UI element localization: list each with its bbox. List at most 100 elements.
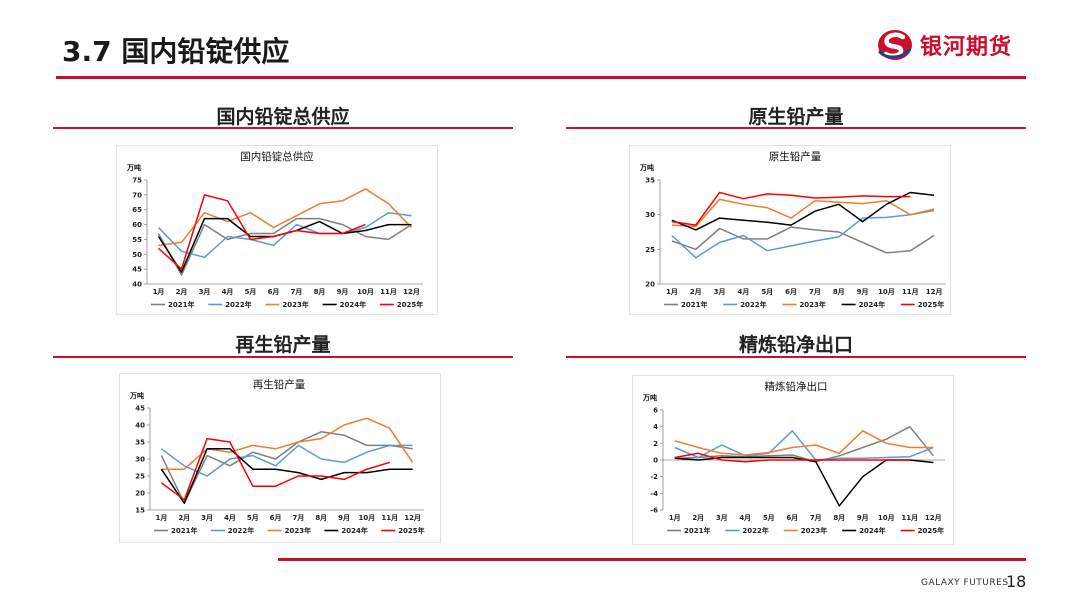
x-tick-label: 7月: [809, 288, 821, 296]
y-tick-label: 45: [135, 405, 145, 413]
chart-title: 国内铅锭总供应: [240, 150, 314, 163]
series-line-2021年: [160, 431, 413, 504]
chart-net-export: 精炼铅净出口 万吨 -6 -4 -2 0 2 4 6 1月 2月 3月 4月 5月 6月 7月 8月 9月 10月 1…: [633, 376, 953, 544]
series-line-2021年: [671, 226, 935, 254]
x-tick-label: 9月: [338, 514, 350, 522]
series-line-2021年: [157, 217, 412, 276]
series-line-2025年: [157, 194, 366, 270]
legend-label: 2024年: [340, 300, 366, 309]
series-line-2021年: [674, 425, 934, 463]
series-line-2025年: [160, 437, 391, 501]
section-title-total-supply: 国内铅锭总供应: [216, 106, 350, 128]
footer-divider: [278, 558, 1026, 561]
y-tick-label: 25: [135, 473, 145, 481]
legend-label: 2022年: [742, 526, 768, 535]
legend-label: 2023年: [282, 300, 308, 309]
x-tick-label: 12月: [925, 514, 942, 522]
x-tick-label: 7月: [810, 514, 822, 522]
y-tick-label: 45: [132, 266, 142, 274]
y-tick-label: -6: [650, 507, 658, 515]
chart-title: 再生铅产量: [253, 378, 306, 391]
legend-label: 2024年: [859, 526, 885, 535]
legend-label: 2021年: [171, 526, 197, 535]
legend-label: 2025年: [918, 300, 944, 309]
y-tick-label: 30: [645, 211, 655, 219]
legend-label: 2025年: [397, 300, 423, 309]
section-divider: [53, 356, 513, 358]
x-tick-label: 2月: [178, 514, 190, 522]
y-tick-label: 4: [653, 423, 658, 431]
y-axis-unit: 万吨: [639, 163, 654, 172]
x-tick-label: 7月: [291, 288, 303, 296]
y-tick-label: 65: [132, 206, 142, 214]
y-tick-label: 55: [132, 236, 142, 244]
x-tick-label: 4月: [222, 288, 234, 296]
y-tick-label: 60: [132, 221, 142, 229]
y-tick-label: 6: [653, 407, 658, 415]
legend-label: 2025年: [398, 526, 424, 535]
x-tick-label: 4月: [737, 288, 749, 296]
chart-title: 精炼铅净出口: [765, 380, 828, 393]
x-tick-label: 2月: [692, 514, 704, 522]
chart-secondary-lead: 再生铅产量 万吨 15 20 25 30 35 40 45 1月 2月 3月 4月 5月 6月 7月 8月 9月 1…: [120, 374, 440, 542]
legend-label: 2024年: [859, 300, 885, 309]
footer-brand: GALAXY FUTURES: [921, 578, 1009, 588]
y-axis-unit: 万吨: [642, 393, 657, 402]
legend-label: 2022年: [740, 300, 766, 309]
x-tick-label: 9月: [857, 288, 869, 296]
legend-label: 2023年: [801, 526, 827, 535]
series-line-2023年: [161, 417, 414, 470]
x-tick-label: 6月: [786, 514, 798, 522]
y-tick-label: 20: [135, 490, 145, 498]
x-tick-label: 12月: [926, 288, 943, 296]
x-tick-label: 10月: [357, 288, 374, 296]
section-divider: [53, 127, 513, 129]
y-tick-label: -2: [650, 473, 658, 481]
galaxy-logo-icon: [878, 30, 912, 60]
y-tick-label: 35: [135, 439, 145, 447]
x-tick-label: 10月: [878, 288, 895, 296]
legend-label: 2023年: [799, 300, 825, 309]
legend-label: 2025年: [918, 526, 944, 535]
x-tick-label: 1月: [155, 514, 167, 522]
x-tick-label: 8月: [315, 514, 327, 522]
brand-name: 银河期货: [920, 35, 1013, 60]
series-line-2024年: [160, 448, 413, 504]
series-line-2023年: [158, 188, 413, 247]
x-tick-label: 11月: [901, 514, 918, 522]
section-title-primary-lead: 原生铅产量: [748, 106, 844, 128]
brand-logo: 银河期货: [876, 28, 1012, 62]
series-line-2022年: [671, 209, 935, 259]
chart-title: 原生铅产量: [769, 150, 822, 163]
legend-label: 2024年: [341, 526, 367, 535]
x-tick-label: 10月: [878, 514, 895, 522]
x-tick-label: 6月: [785, 288, 797, 296]
x-tick-label: 5月: [247, 514, 259, 522]
y-axis-unit: 万吨: [129, 391, 144, 400]
x-tick-label: 3月: [201, 514, 213, 522]
series-line-2025年: [674, 452, 910, 463]
y-tick-label: 30: [135, 456, 145, 464]
x-tick-label: 2月: [690, 288, 702, 296]
y-tick-label: 25: [645, 246, 655, 254]
x-tick-label: 11月: [381, 514, 398, 522]
y-tick-label: 70: [132, 191, 142, 199]
title-divider: [56, 76, 1026, 79]
page-number: 18: [1006, 572, 1027, 591]
y-tick-label: 0: [653, 457, 658, 465]
series-line-2025年: [671, 191, 911, 226]
section-divider: [566, 127, 1026, 129]
legend-label: 2021年: [681, 300, 707, 309]
x-tick-label: 12月: [404, 514, 421, 522]
y-tick-label: 2: [653, 440, 658, 448]
x-tick-label: 12月: [403, 288, 420, 296]
x-tick-label: 5月: [763, 514, 775, 522]
series-line-2024年: [671, 191, 935, 231]
y-tick-label: 40: [132, 281, 142, 289]
series-line-2022年: [157, 211, 412, 259]
y-tick-label: 75: [132, 177, 142, 185]
